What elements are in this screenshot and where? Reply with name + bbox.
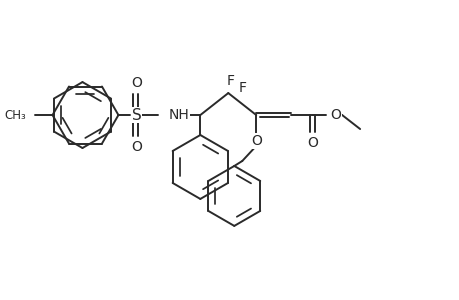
Text: NH: NH [168,108,189,122]
Text: F: F [226,74,234,88]
Text: CH₃: CH₃ [5,109,27,122]
Text: S: S [131,107,141,122]
Text: O: O [330,108,340,122]
Text: O: O [131,140,141,154]
Text: O: O [307,136,318,150]
Text: O: O [250,134,261,148]
Text: O: O [131,76,141,90]
Text: F: F [238,81,246,95]
